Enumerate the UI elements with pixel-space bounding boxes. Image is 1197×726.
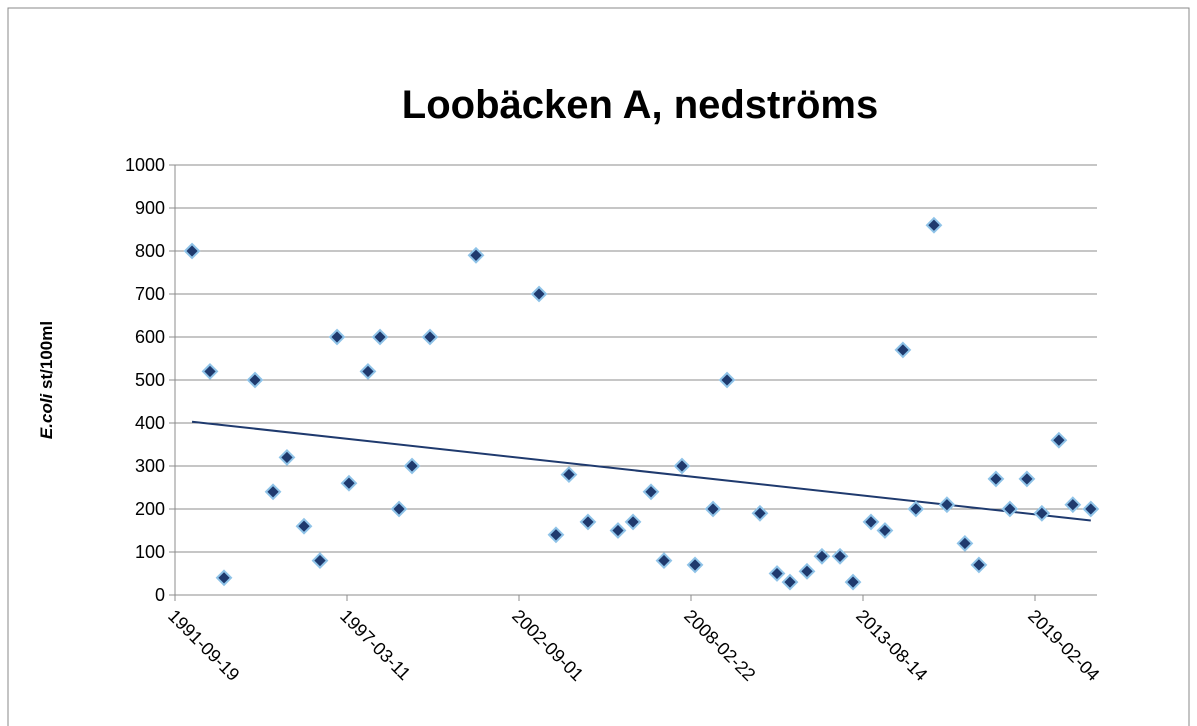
data-point (642, 483, 660, 501)
data-point (530, 285, 548, 303)
data-point (798, 562, 816, 580)
data-point (831, 547, 849, 565)
data-point (371, 328, 389, 346)
data-point (215, 569, 233, 587)
data-point (624, 513, 642, 531)
data-point (340, 474, 358, 492)
data-point (768, 565, 786, 582)
y-tick-label: 600 (135, 327, 165, 347)
y-tick-label: 700 (135, 284, 165, 304)
data-point (876, 522, 894, 539)
data-point (278, 448, 296, 466)
data-point (1018, 470, 1036, 488)
data-point (547, 526, 565, 544)
data-point (328, 328, 346, 346)
data-point (907, 500, 925, 518)
data-point (655, 552, 673, 570)
data-point (781, 573, 799, 591)
y-tick-label: 400 (135, 413, 165, 433)
y-tick-label: 0 (155, 585, 165, 605)
data-point (609, 522, 627, 539)
y-tick-label: 300 (135, 456, 165, 476)
data-point (718, 371, 736, 389)
data-point (359, 362, 377, 380)
y-tick-label: 800 (135, 241, 165, 261)
data-point (295, 517, 313, 535)
data-point (421, 328, 439, 346)
data-point (862, 513, 880, 531)
data-point (844, 573, 862, 591)
data-point (560, 466, 578, 484)
data-point (579, 513, 597, 531)
data-point (467, 246, 485, 264)
chart-frame (7, 7, 1190, 726)
data-point (183, 242, 201, 260)
data-point (956, 534, 974, 552)
y-tick-label: 500 (135, 370, 165, 390)
data-point (704, 500, 722, 518)
data-point (894, 341, 912, 359)
data-point (403, 457, 421, 475)
y-tick-label: 200 (135, 499, 165, 519)
data-point (264, 483, 282, 501)
data-point (1001, 500, 1019, 518)
data-point (311, 552, 329, 570)
data-point (1064, 496, 1082, 514)
chart-title: Loobäcken A, nedströms (402, 83, 878, 127)
data-point (813, 547, 831, 565)
data-point (751, 504, 769, 522)
data-point (925, 216, 943, 234)
data-point (1082, 500, 1100, 518)
y-tick-label: 100 (135, 542, 165, 562)
data-point (987, 470, 1005, 488)
data-point (1050, 431, 1068, 449)
data-point (246, 371, 264, 389)
data-point (1033, 504, 1051, 522)
data-point (938, 496, 956, 514)
y-tick-label: 900 (135, 198, 165, 218)
data-point (201, 362, 219, 380)
data-point (970, 556, 988, 574)
y-axis-label: E.coli st/100ml (37, 321, 56, 439)
data-point (673, 457, 691, 475)
y-label-rest: st/100ml (37, 321, 56, 389)
data-point (686, 556, 704, 574)
y-tick-label: 1000 (125, 155, 165, 175)
y-label-italic: E.coli (37, 392, 56, 439)
data-point (390, 500, 408, 518)
